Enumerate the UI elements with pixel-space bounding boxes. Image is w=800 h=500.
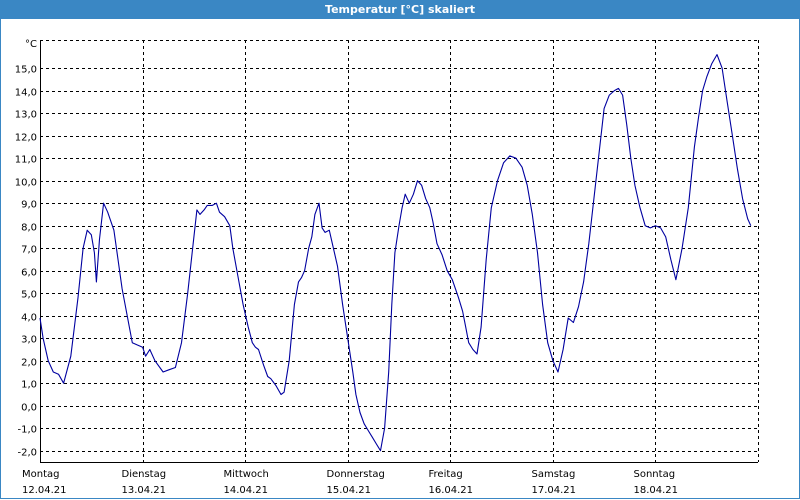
x-axis-ticks: Montag 12.04.21 Dienstag 13.04.21 Mittwoch 14… <box>22 469 678 496</box>
y-tick-label: 3,0 <box>21 335 37 346</box>
x-tick-weekday: Donnerstag <box>327 469 385 480</box>
x-tick-date: 15.04.21 <box>327 485 372 496</box>
x-tick-date: 12.04.21 <box>22 485 67 496</box>
x-tick-date: 18.04.21 <box>634 485 679 496</box>
chart-title-bar: Temperatur [°C] skaliert <box>0 0 800 19</box>
y-tick-label: -1,0 <box>17 425 37 436</box>
y-tick-label: 8,0 <box>21 223 37 234</box>
y-tick-label: 13,0 <box>15 110 37 121</box>
x-tick-date: 17.04.21 <box>532 485 577 496</box>
x-tick-weekday: Samstag <box>532 469 576 480</box>
y-tick-label: 1,0 <box>21 380 37 391</box>
y-tick-label: 9,0 <box>21 200 37 211</box>
x-tick-weekday: Montag <box>22 469 59 480</box>
y-tick-label: 2,0 <box>21 358 37 369</box>
y-axis-unit: °C <box>25 39 37 50</box>
y-axis-ticks: -2,0 -1,0 0,0 1,0 2,0 3,0 4,0 5,0 6,0 7,0 8,0 9,0 10… <box>15 65 37 459</box>
x-tick-date: 14.04.21 <box>224 485 269 496</box>
y-tick-label: 6,0 <box>21 268 37 279</box>
grid-lines <box>40 40 758 462</box>
chart-title: Temperatur [°C] skaliert <box>325 3 475 16</box>
x-tick-weekday: Sonntag <box>634 469 676 480</box>
y-tick-label: -2,0 <box>17 448 37 459</box>
y-tick-label: 0,0 <box>21 403 37 414</box>
y-tick-label: 15,0 <box>15 65 37 76</box>
series-layer <box>39 54 752 452</box>
y-tick-label: 12,0 <box>15 133 37 144</box>
x-tick-weekday: Mittwoch <box>224 469 269 480</box>
plot-axes <box>40 40 759 463</box>
y-tick-label: 5,0 <box>21 290 37 301</box>
x-tick-weekday: Dienstag <box>122 469 167 480</box>
x-tick-date: 16.04.21 <box>429 485 474 496</box>
y-tick-label: 11,0 <box>15 155 37 166</box>
y-tick-label: 14,0 <box>15 88 37 99</box>
x-tick-date: 13.04.21 <box>122 485 167 496</box>
y-tick-label: 4,0 <box>21 313 37 324</box>
x-tick-weekday: Freitag <box>429 469 463 480</box>
y-tick-label: 7,0 <box>21 245 37 256</box>
temperature-series-line <box>39 54 752 452</box>
y-tick-label: 10,0 <box>15 178 37 189</box>
